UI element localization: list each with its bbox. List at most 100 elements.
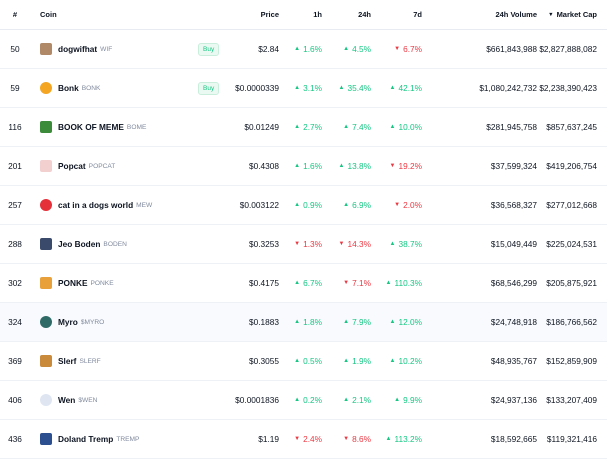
coin-name[interactable]: PONKE: [58, 278, 88, 288]
coin-cell[interactable]: PONKE PONKE: [40, 264, 114, 302]
coin-name[interactable]: BOOK OF MEME: [58, 122, 124, 132]
change-7d-value: 6.7%: [403, 44, 422, 54]
rank-cell: 116: [8, 122, 22, 132]
price-cell: $0.3253: [249, 239, 279, 249]
market-cap-cell: $277,012,668: [546, 200, 597, 210]
coin-name[interactable]: dogwifhat: [58, 44, 98, 54]
change-1h: ▼ 1.3%: [294, 225, 322, 263]
header-price[interactable]: Price: [260, 10, 279, 19]
triangle-up-icon: ▲: [389, 241, 396, 247]
triangle-up-icon: ▲: [294, 202, 301, 208]
rank-cell: 257: [8, 200, 22, 210]
change-24h: ▼ 7.1%: [343, 264, 371, 302]
coin-symbol: BODEN: [103, 240, 127, 248]
change-7d-value: 9.9%: [403, 395, 422, 405]
rank-cell: 288: [8, 239, 22, 249]
change-24h: ▼ 8.6%: [343, 420, 371, 458]
coin-symbol: $WEN: [78, 396, 98, 404]
triangle-up-icon: ▲: [343, 319, 350, 325]
myro-dog-icon: [40, 316, 52, 328]
coin-name[interactable]: Slerf: [58, 356, 77, 366]
market-cap-cell: $205,875,921: [546, 278, 597, 288]
change-24h: ▲ 35.4%: [339, 69, 371, 107]
coin-name[interactable]: Wen: [58, 395, 76, 405]
triangle-down-icon: ▼: [394, 202, 401, 208]
coin-cell[interactable]: Slerf SLERF: [40, 342, 101, 380]
header-24h[interactable]: 24h: [358, 10, 371, 19]
change-1h-value: 2.7%: [303, 122, 322, 132]
header-1h[interactable]: 1h: [313, 10, 322, 19]
coin-cell[interactable]: Doland Tremp TREMP: [40, 420, 139, 458]
table-row[interactable]: 116 BOOK OF MEME BOME $0.01249 ▲ 2.7% ▲ 7.…: [0, 108, 607, 147]
market-cap-cell: $133,207,409: [546, 395, 597, 405]
change-7d-value: 42.1%: [398, 83, 422, 93]
change-7d-value: 2.0%: [403, 200, 422, 210]
price-cell: $0.003122: [239, 200, 279, 210]
table-row[interactable]: 257 cat in a dogs world MEW $0.003122 ▲ 0…: [0, 186, 607, 225]
buy-button[interactable]: Buy: [198, 81, 220, 95]
table-row[interactable]: 59 Bonk BONK Buy $0.0000339 ▲ 3.1% ▲ 35.4%…: [0, 69, 607, 108]
triangle-down-icon: ▼: [389, 163, 396, 169]
triangle-down-icon: ▼: [338, 241, 345, 247]
change-1h: ▲ 1.6%: [294, 30, 322, 68]
change-24h-value: 13.8%: [347, 161, 371, 171]
coin-cell[interactable]: Bonk BONK: [40, 69, 100, 107]
table-row[interactable]: 302 PONKE PONKE $0.4175 ▲ 6.7% ▼ 7.1% ▲ 110…: [0, 264, 607, 303]
rank-cell: 201: [8, 161, 22, 171]
coin-cell[interactable]: Wen $WEN: [40, 381, 97, 419]
volume-cell: $661,843,988: [486, 44, 537, 54]
change-1h-value: 6.7%: [303, 278, 322, 288]
rank-cell: 436: [8, 434, 22, 444]
buy-button[interactable]: Buy: [198, 42, 220, 56]
change-24h: ▲ 6.9%: [343, 186, 371, 224]
header-7d[interactable]: 7d: [413, 10, 422, 19]
market-cap-cell: $119,321,416: [546, 434, 597, 444]
table-row[interactable]: 406 Wen $WEN $0.0001836 ▲ 0.2% ▲ 2.1% ▲ 9.9…: [0, 381, 607, 420]
change-1h-value: 3.1%: [303, 83, 322, 93]
volume-cell: $48,935,767: [490, 356, 537, 366]
coin-cell[interactable]: Jeo Boden BODEN: [40, 225, 127, 263]
change-7d-value: 10.0%: [398, 122, 422, 132]
price-cell: $0.4308: [249, 161, 279, 171]
market-cap-cell: $152,859,909: [546, 356, 597, 366]
table-row[interactable]: 50 dogwifhat WIF Buy $2.84 ▲ 1.6% ▲ 4.5% ▼…: [0, 30, 607, 69]
table-row[interactable]: 201 Popcat POPCAT $0.4308 ▲ 1.6% ▲ 13.8% ▼…: [0, 147, 607, 186]
change-1h-value: 1.3%: [303, 239, 322, 249]
rank-cell: 324: [8, 317, 22, 327]
coin-symbol: TREMP: [116, 435, 140, 443]
coin-cell[interactable]: cat in a dogs world MEW: [40, 186, 152, 224]
triangle-up-icon: ▲: [294, 280, 301, 286]
coin-cell[interactable]: Popcat POPCAT: [40, 147, 115, 185]
tremp-portrait-icon: [40, 433, 52, 445]
triangle-up-icon: ▲: [385, 280, 392, 286]
header-coin[interactable]: Coin: [40, 10, 57, 19]
change-24h-value: 7.9%: [352, 317, 371, 327]
table-row[interactable]: 324 Myro $MYRO $0.1883 ▲ 1.8% ▲ 7.9% ▲ 12.0…: [0, 303, 607, 342]
coin-name[interactable]: Popcat: [58, 161, 86, 171]
header-24h-volume[interactable]: 24h Volume: [495, 10, 537, 19]
coin-cell[interactable]: BOOK OF MEME BOME: [40, 108, 146, 146]
change-7d: ▲ 113.2%: [386, 420, 422, 458]
volume-cell: $15,049,449: [490, 239, 537, 249]
table-row[interactable]: 288 Jeo Boden BODEN $0.3253 ▼ 1.3% ▼ 14.3%…: [0, 225, 607, 264]
coin-name[interactable]: Bonk: [58, 83, 79, 93]
coin-symbol: POPCAT: [88, 162, 116, 170]
coin-cell[interactable]: Myro $MYRO: [40, 303, 104, 341]
volume-cell: $18,592,665: [490, 434, 537, 444]
coin-name[interactable]: Myro: [58, 317, 78, 327]
table-row[interactable]: 369 Slerf SLERF $0.3055 ▲ 0.5% ▲ 1.9% ▲ 10.…: [0, 342, 607, 381]
coin-name[interactable]: Doland Tremp: [58, 434, 114, 444]
header-market-cap[interactable]: ▼ Market Cap: [548, 0, 597, 29]
triangle-down-icon: ▼: [394, 46, 401, 52]
change-24h: ▼ 14.3%: [339, 225, 371, 263]
volume-cell: $68,546,299: [490, 278, 537, 288]
header-rank[interactable]: #: [12, 10, 18, 19]
coin-name[interactable]: cat in a dogs world: [58, 200, 134, 210]
volume-cell: $281,945,758: [486, 122, 537, 132]
coin-symbol: PONKE: [90, 279, 114, 287]
triangle-up-icon: ▲: [343, 46, 350, 52]
price-cell: $0.0000339: [235, 83, 279, 93]
coin-cell[interactable]: dogwifhat WIF: [40, 30, 112, 68]
coin-name[interactable]: Jeo Boden: [58, 239, 101, 249]
